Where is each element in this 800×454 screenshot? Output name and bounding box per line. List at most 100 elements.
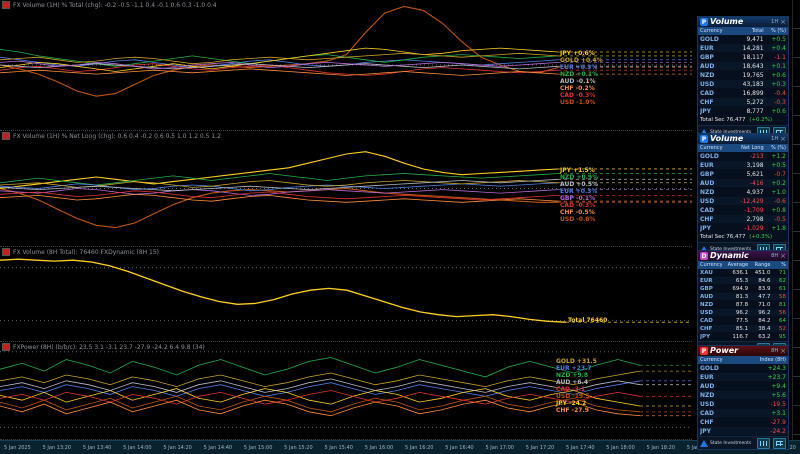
column-header[interactable]: Index (8H) bbox=[759, 357, 786, 363]
panel-title-text: FX Volume (1H) % Total (chg): -0.2 -0.5 … bbox=[13, 1, 217, 9]
table-row[interactable]: GBP 18,117 -1.1 bbox=[698, 53, 788, 62]
table-cell: -12,429 bbox=[740, 197, 764, 205]
close-icon[interactable]: × bbox=[780, 134, 786, 143]
close-icon[interactable]: × bbox=[780, 17, 786, 26]
series-label: AUD -0.1% bbox=[560, 78, 596, 85]
column-header[interactable]: Net Long bbox=[741, 145, 764, 151]
table-row[interactable]: CHF 5,272 -0.3 bbox=[698, 98, 788, 107]
table-row[interactable]: NZD 4,937 +1.0 bbox=[698, 188, 788, 197]
chart-plot[interactable] bbox=[0, 0, 692, 130]
chart-plot[interactable] bbox=[0, 131, 692, 246]
table-row[interactable]: EUR +23.7 bbox=[698, 373, 788, 382]
table-row[interactable]: GOLD 9,471 +0.5 bbox=[698, 35, 788, 44]
table-cell: 81.3 bbox=[735, 293, 749, 300]
table-cell: CAD bbox=[700, 89, 715, 97]
table-cell: 71 bbox=[778, 269, 786, 276]
column-header[interactable]: % bbox=[781, 262, 786, 268]
table-row[interactable]: EUR 14,281 +0.4 bbox=[698, 44, 788, 53]
period-badge: 8H bbox=[771, 253, 779, 259]
table-cell: +0.1 bbox=[771, 62, 786, 70]
table-row[interactable]: USD -12,429 -0.6 bbox=[698, 197, 788, 206]
table-row[interactable]: AUD 18,643 +0.1 bbox=[698, 62, 788, 71]
column-header[interactable]: % (%) bbox=[770, 28, 786, 34]
table-cell: CAD bbox=[700, 317, 713, 324]
table-cell: 19,765 bbox=[742, 71, 764, 79]
widget-header[interactable]: P Power 8H × bbox=[698, 346, 788, 356]
table-cell: JPY bbox=[700, 427, 711, 435]
widget-title: Power bbox=[710, 346, 739, 355]
table-view-button[interactable] bbox=[773, 437, 786, 449]
table-row[interactable]: JPY 116.7 63.2 95 bbox=[698, 333, 788, 341]
column-header[interactable]: Currency bbox=[700, 28, 723, 34]
table-row[interactable]: USD 96.2 96.2 56 bbox=[698, 309, 788, 317]
table-body: GOLD -213 +1.2 EUR 3,198 +0.5 GBP 5,621 -0.7 AUD -… bbox=[698, 152, 788, 233]
close-icon[interactable]: × bbox=[780, 346, 786, 355]
table-cell: CAD bbox=[700, 409, 715, 417]
table-row[interactable]: CAD +3.1 bbox=[698, 409, 788, 418]
table-cell: XAU bbox=[700, 269, 713, 276]
column-header[interactable]: Currency bbox=[700, 262, 723, 268]
indicator-icon bbox=[2, 132, 10, 140]
column-header[interactable]: Currency bbox=[700, 357, 723, 363]
table-cell: +0.5 bbox=[771, 161, 786, 169]
widget-header[interactable]: D Dynamic 8H × bbox=[698, 251, 788, 261]
table-row[interactable]: NZD 19,765 +0.6 bbox=[698, 71, 788, 80]
close-icon[interactable]: × bbox=[780, 251, 786, 260]
widget-header[interactable]: P Volume 1H × bbox=[698, 134, 788, 144]
table-cell: 95 bbox=[778, 333, 786, 340]
price-axis[interactable] bbox=[792, 0, 800, 440]
table-row[interactable]: GBP 694.9 83.9 61 bbox=[698, 285, 788, 293]
indicator-icon bbox=[2, 343, 10, 351]
table-row[interactable]: CAD 16,899 -0.4 bbox=[698, 89, 788, 98]
series-label: EUR +23.7 bbox=[556, 365, 592, 372]
time-label: 5 Jan 14:20 bbox=[163, 444, 192, 451]
chart-plot[interactable] bbox=[0, 342, 692, 439]
table-row[interactable]: CHF 2,798 -0.5 bbox=[698, 215, 788, 224]
table-row[interactable]: USD -19.5 bbox=[698, 400, 788, 409]
time-axis[interactable]: 5 Jan 2025 5 Jan 13:20 5 Jan 13:40 5 Jan 14… bbox=[0, 440, 800, 454]
table-row[interactable]: AUD -416 +0.2 bbox=[698, 179, 788, 188]
table-cell: +23.7 bbox=[767, 373, 786, 381]
table-row[interactable]: JPY -24.2 bbox=[698, 427, 788, 436]
table-row[interactable]: XAU 636.1 451.0 71 bbox=[698, 269, 788, 277]
table-cell: CHF bbox=[700, 215, 714, 223]
table-row[interactable]: EUR 65.3 84.6 62 bbox=[698, 277, 788, 285]
volume-logo-icon: P bbox=[700, 18, 708, 26]
widget-header[interactable]: P Volume 1H × bbox=[698, 17, 788, 27]
series-label: CAD -0.3% bbox=[560, 92, 596, 99]
table-row[interactable]: CAD 77.5 84.2 64 bbox=[698, 317, 788, 325]
column-header[interactable]: Range bbox=[754, 262, 771, 268]
table-row[interactable]: NZD +5.6 bbox=[698, 391, 788, 400]
series-label: CHF -0.2% bbox=[560, 85, 595, 92]
column-header[interactable]: Currency bbox=[700, 145, 723, 151]
time-label: 5 Jan 16:20 bbox=[404, 444, 434, 451]
table-row[interactable]: GBP 5,621 -0.7 bbox=[698, 170, 788, 179]
power-widget: P Power 8H × Currency Index (8H) GOLD +24.… bbox=[697, 345, 789, 450]
table-row[interactable]: GOLD +24.3 bbox=[698, 364, 788, 373]
table-cell: 63.2 bbox=[758, 333, 771, 340]
table-row[interactable]: AUD +9.4 bbox=[698, 382, 788, 391]
table-row[interactable]: CAD -1,709 +0.8 bbox=[698, 206, 788, 215]
table-row[interactable]: JPY 8,777 +0.6 bbox=[698, 107, 788, 116]
table-cell: 694.9 bbox=[732, 285, 749, 292]
table-row[interactable]: NZD 87.8 71.0 81 bbox=[698, 301, 788, 309]
table-row[interactable]: USD 43,183 +0.3 bbox=[698, 80, 788, 89]
period-badge: 1H bbox=[771, 136, 779, 142]
table-row[interactable]: GOLD -213 +1.2 bbox=[698, 152, 788, 161]
table-cell: AUD bbox=[700, 293, 714, 300]
table-row[interactable]: CHF -27.9 bbox=[698, 418, 788, 427]
table-row[interactable]: CHF 85.1 38.4 52 bbox=[698, 325, 788, 333]
column-header[interactable]: % (%) bbox=[770, 145, 786, 151]
table-cell: 451.0 bbox=[754, 269, 771, 276]
series-label: AUD +0.5% bbox=[560, 181, 599, 188]
column-header[interactable]: Average bbox=[727, 262, 749, 268]
series-label: GOLD +31.5 bbox=[556, 358, 597, 365]
table-row[interactable]: EUR 3,198 +0.5 bbox=[698, 161, 788, 170]
chart-plot[interactable] bbox=[0, 247, 692, 341]
time-label: 5 Jan 17:20 bbox=[525, 444, 555, 451]
volume-total-widget: P Volume 1H × Currency Total % (%) GOLD 9,4… bbox=[697, 16, 789, 139]
table-row[interactable]: AUD 81.3 47.7 58 bbox=[698, 293, 788, 301]
chart-view-button[interactable] bbox=[757, 437, 770, 449]
column-header[interactable]: Total bbox=[751, 28, 764, 34]
table-row[interactable]: JPY -1,029 +1.8 bbox=[698, 224, 788, 233]
